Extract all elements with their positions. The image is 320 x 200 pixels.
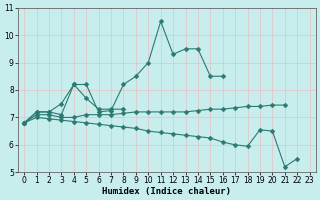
X-axis label: Humidex (Indice chaleur): Humidex (Indice chaleur) [102,187,231,196]
